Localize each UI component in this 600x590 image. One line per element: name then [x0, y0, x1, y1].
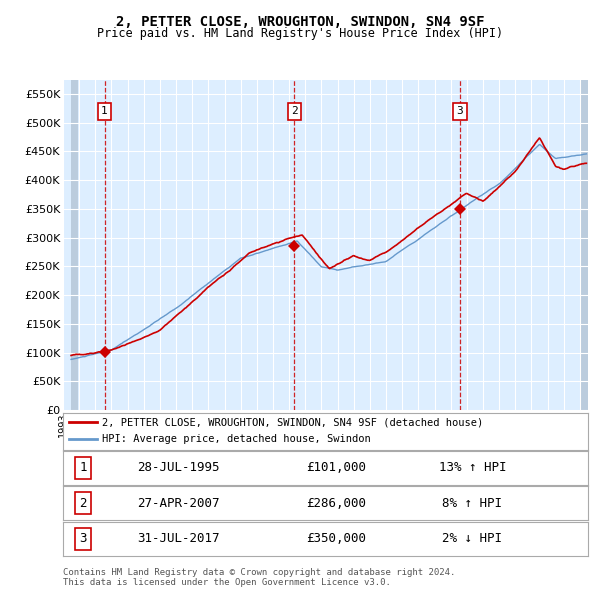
Text: 2: 2	[79, 497, 87, 510]
Text: 31-JUL-2017: 31-JUL-2017	[137, 532, 220, 545]
Text: 3: 3	[79, 532, 87, 545]
Text: 3: 3	[457, 106, 463, 116]
Text: Price paid vs. HM Land Registry's House Price Index (HPI): Price paid vs. HM Land Registry's House …	[97, 27, 503, 40]
Text: £350,000: £350,000	[306, 532, 366, 545]
Text: 2, PETTER CLOSE, WROUGHTON, SWINDON, SN4 9SF (detached house): 2, PETTER CLOSE, WROUGHTON, SWINDON, SN4…	[103, 417, 484, 427]
Text: 2: 2	[291, 106, 298, 116]
Text: £286,000: £286,000	[306, 497, 366, 510]
Text: 8% ↑ HPI: 8% ↑ HPI	[443, 497, 503, 510]
Text: 1: 1	[79, 461, 87, 474]
Text: 2, PETTER CLOSE, WROUGHTON, SWINDON, SN4 9SF: 2, PETTER CLOSE, WROUGHTON, SWINDON, SN4…	[116, 15, 484, 29]
Text: £101,000: £101,000	[306, 461, 366, 474]
Bar	[71, 80, 79, 410]
Bar	[581, 80, 588, 410]
Text: 28-JUL-1995: 28-JUL-1995	[137, 461, 220, 474]
Text: 1: 1	[101, 106, 108, 116]
Text: HPI: Average price, detached house, Swindon: HPI: Average price, detached house, Swin…	[103, 434, 371, 444]
Text: 13% ↑ HPI: 13% ↑ HPI	[439, 461, 506, 474]
Text: 27-APR-2007: 27-APR-2007	[137, 497, 220, 510]
Text: Contains HM Land Registry data © Crown copyright and database right 2024.
This d: Contains HM Land Registry data © Crown c…	[63, 568, 455, 587]
Text: 2% ↓ HPI: 2% ↓ HPI	[443, 532, 503, 545]
